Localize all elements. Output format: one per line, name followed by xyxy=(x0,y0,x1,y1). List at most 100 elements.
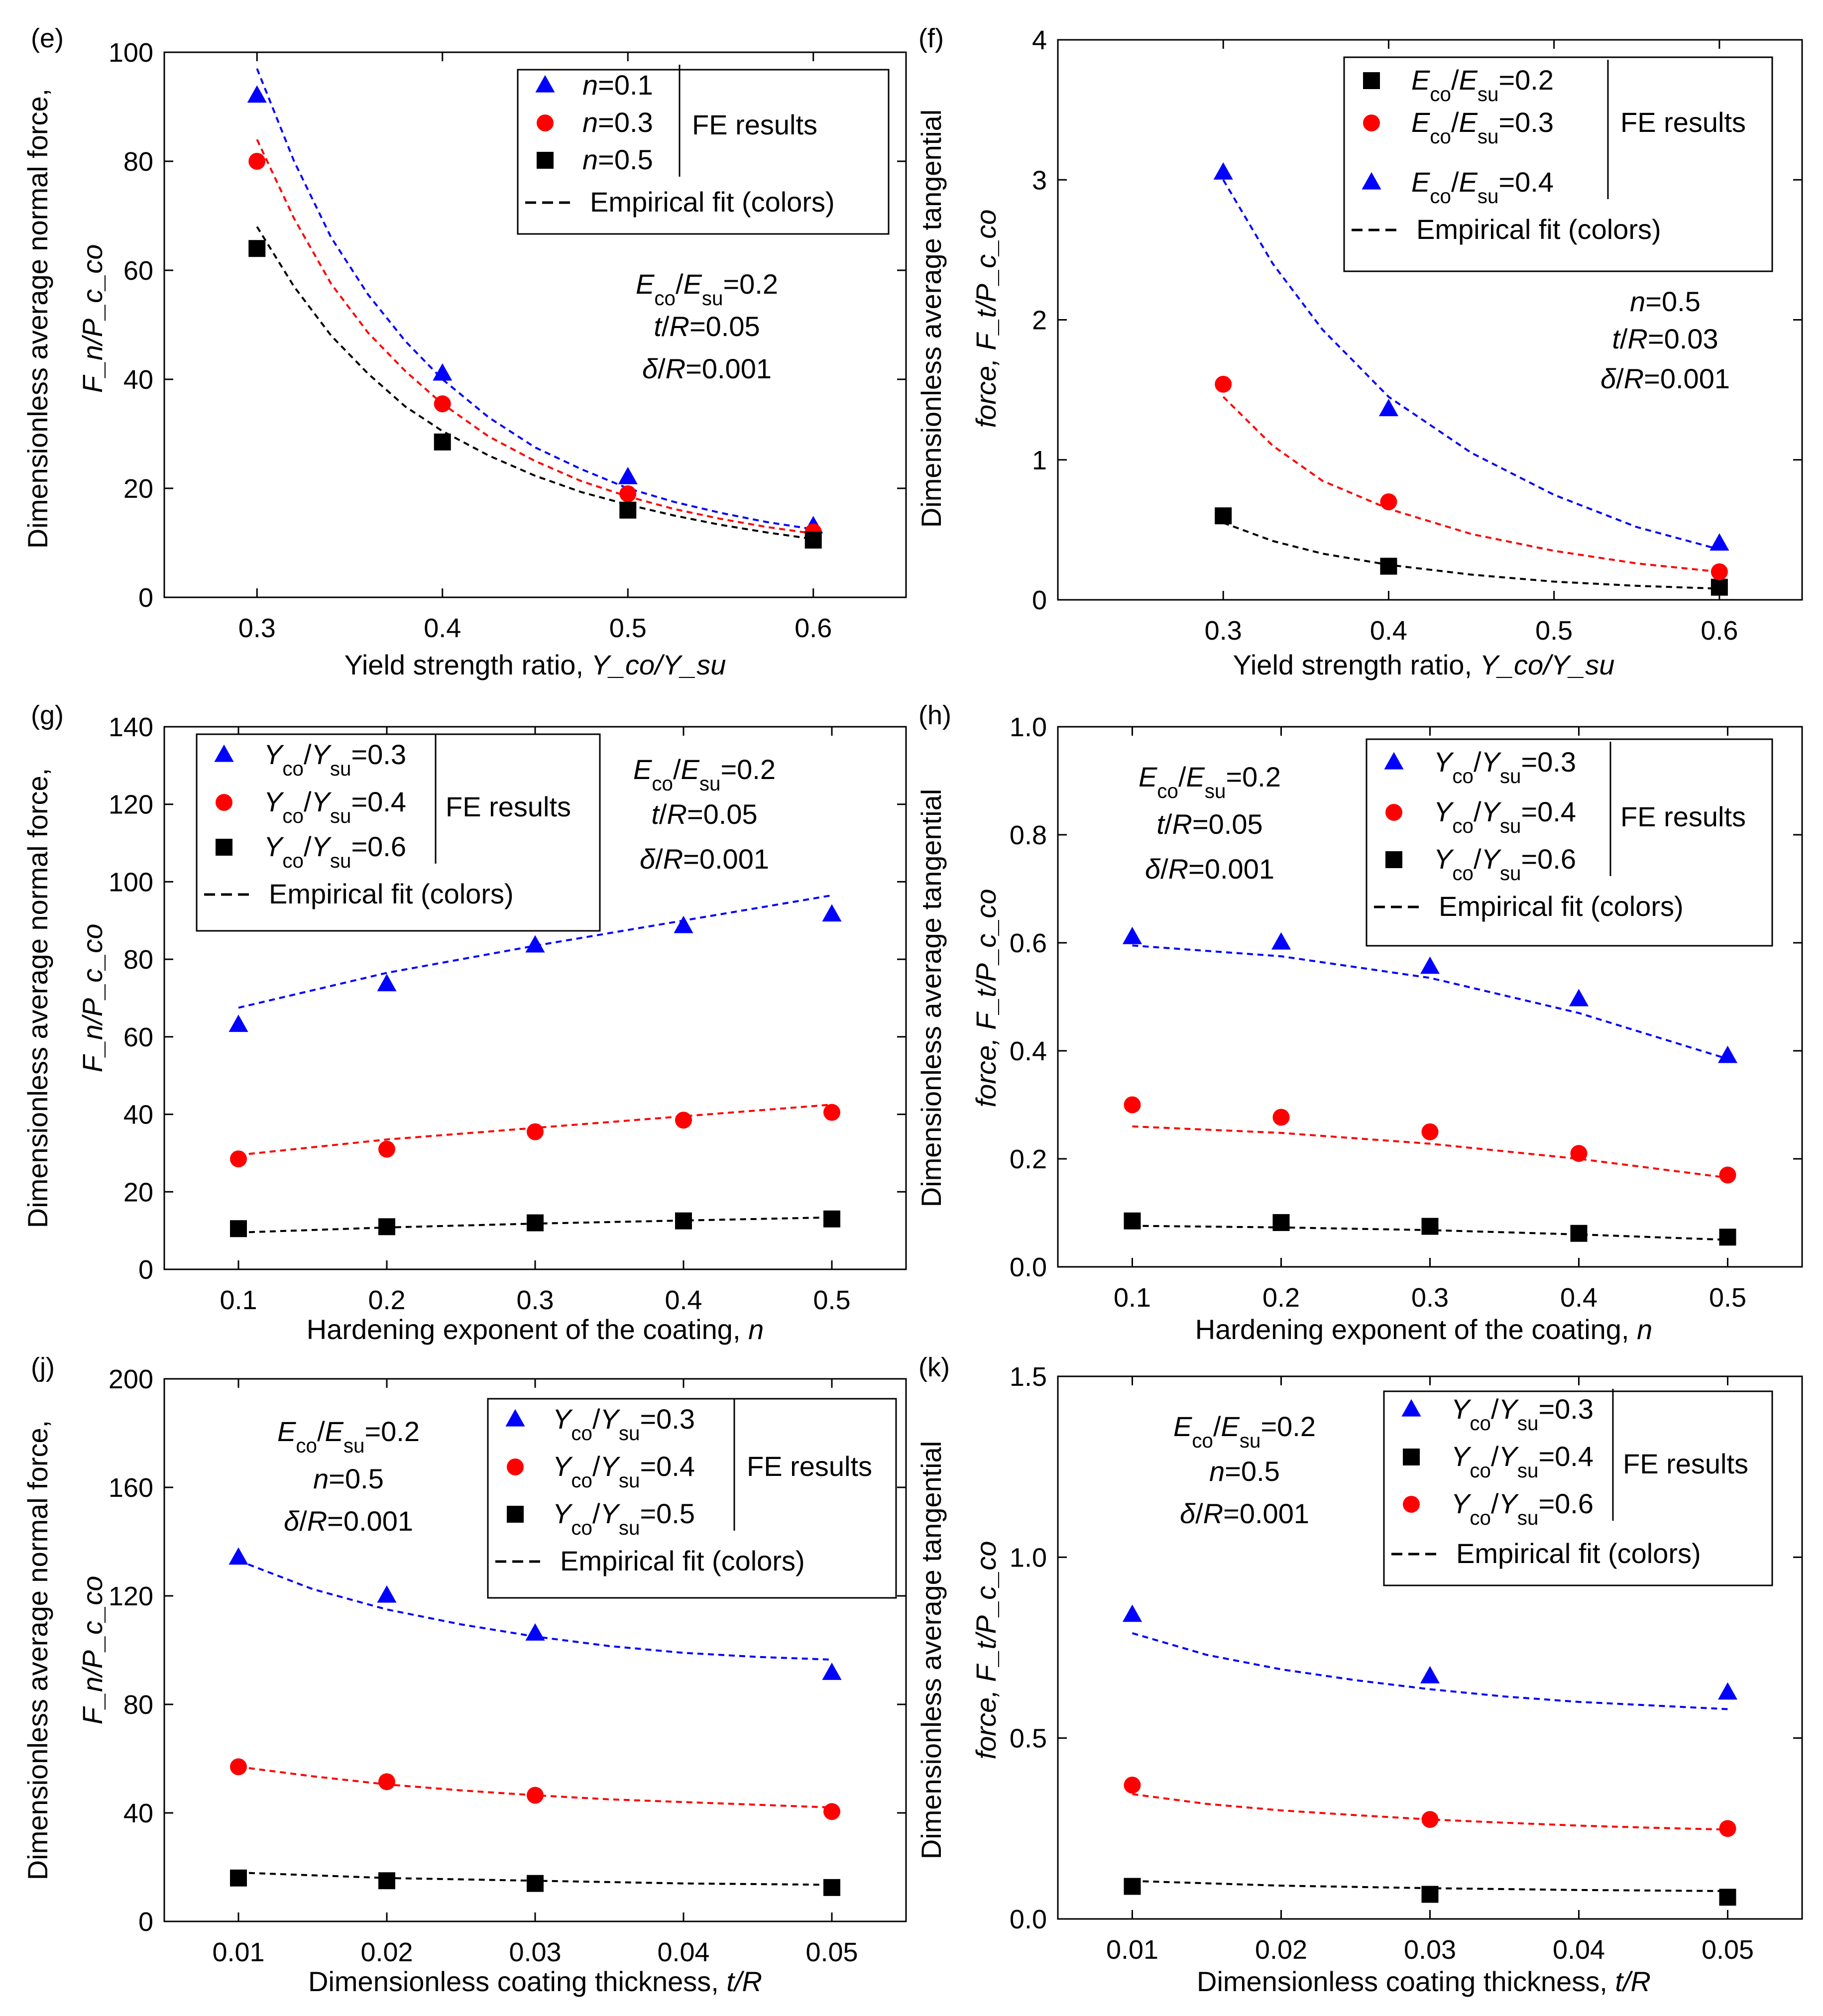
x-tick-label: 0.5 xyxy=(1709,1283,1746,1313)
x-tick-label: 0.1 xyxy=(1114,1283,1151,1313)
data-point xyxy=(1122,926,1142,944)
data-point xyxy=(1421,1123,1439,1140)
x-axis-label: Yield strength ratio, Y_co/Y_su xyxy=(344,649,726,680)
data-point xyxy=(378,1773,395,1791)
y-axis-label: Dimensionless average normal force, xyxy=(22,1420,53,1880)
data-point xyxy=(228,1014,248,1032)
x-tick-label: 0.4 xyxy=(665,1285,702,1315)
data-point xyxy=(527,1214,544,1232)
y-tick-label: 1.5 xyxy=(1010,1362,1047,1392)
legend: Yco/Ysu=0.3 Yco/Ysu=0.4 Yco/Ysu=0.5 FE resu… xyxy=(487,1398,897,1599)
y-tick-label: 0 xyxy=(138,1255,153,1285)
legend-fit-label: Empirical fit (colors) xyxy=(1456,1538,1701,1569)
fit-line xyxy=(1222,179,1720,551)
data-point xyxy=(1420,1666,1440,1683)
y-axis-label-math: F_n/P_c_co xyxy=(77,244,108,393)
chart-panel-k: (k) 0.01 0.02 0.03 0.04 0.05 0.0 0.5 1.0 1.5 Dimen… xyxy=(915,1352,1803,1997)
legend-fit-label: Empirical fit (colors) xyxy=(590,186,835,218)
x-axis-label-math: t/R xyxy=(726,1966,762,1997)
data-point xyxy=(1719,1820,1736,1837)
legend-entry: Yco/Ysu=0.4 xyxy=(264,786,406,827)
legend-marker xyxy=(537,152,554,169)
legend-marker xyxy=(216,839,232,856)
y-axis-label: Dimensionless average normal force, xyxy=(22,768,53,1228)
y-tick-label: 40 xyxy=(123,365,153,395)
x-tick-label: 0.6 xyxy=(795,613,832,643)
data-point xyxy=(434,433,451,450)
annotation: Eco/Esu=0.2 xyxy=(1173,1411,1316,1452)
x-tick-label: 0.6 xyxy=(1701,616,1738,646)
data-point xyxy=(378,1140,395,1158)
y-axis-label-math: F_n/P_c_co xyxy=(77,1576,108,1725)
panel-label: (j) xyxy=(31,1352,55,1382)
annotation: t/R=0.05 xyxy=(651,798,757,830)
y-tick-label: 0.0 xyxy=(1010,1904,1047,1934)
series-0 xyxy=(1122,1604,1738,1710)
annotation: δ/R=0.001 xyxy=(1145,853,1274,885)
legend-fit-label: Empirical fit (colors) xyxy=(269,878,514,909)
x-tick-label: 0.03 xyxy=(509,1937,561,1967)
data-point xyxy=(1378,399,1398,417)
annotation: Eco/Esu=0.2 xyxy=(633,754,776,795)
series-2 xyxy=(248,226,822,549)
legend-entry: Yco/Ysu=0.4 xyxy=(1451,1441,1594,1482)
annotation: δ/R=0.001 xyxy=(284,1505,413,1537)
y-axis-label: Dimensionless average normal force, xyxy=(22,89,53,549)
y-tick-label: 1 xyxy=(1032,446,1047,475)
data-point xyxy=(1124,1777,1141,1794)
chart-panel-h: (h) 0.1 0.2 0.3 0.4 0.5 0.0 0.2 0.4 0.6 0.8 1.0 Hard… xyxy=(915,700,1803,1345)
legend-group-label: FE results xyxy=(747,1451,872,1482)
x-axis-label-text: Dimensionless coating thickness, xyxy=(308,1966,726,1997)
y-tick-label: 1.0 xyxy=(1010,1543,1047,1572)
x-tick-label: 0.03 xyxy=(1404,1935,1456,1965)
legend-box xyxy=(1383,1390,1773,1586)
x-axis-label-math: n xyxy=(1637,1314,1652,1345)
data-point xyxy=(823,1104,840,1121)
y-tick-label: 160 xyxy=(109,1473,153,1503)
x-axis-label-math: n xyxy=(748,1314,764,1345)
legend-box xyxy=(487,1398,897,1599)
series-1 xyxy=(230,1758,840,1820)
y-tick-label: 140 xyxy=(109,712,153,742)
y-tick-label: 60 xyxy=(123,256,153,286)
x-axis-label: Hardening exponent of the coating, n xyxy=(307,1314,764,1345)
x-axis-label-text: Hardening exponent of the coating, xyxy=(1195,1314,1637,1345)
y-tick-label: 3 xyxy=(1032,165,1047,195)
panel-label: (k) xyxy=(918,1352,950,1382)
y-tick-label: 4 xyxy=(1032,25,1047,55)
annotation: δ/R=0.001 xyxy=(642,353,772,384)
data-point xyxy=(525,935,545,953)
legend-marker xyxy=(216,794,232,811)
legend-fit-label: Empirical fit (colors) xyxy=(560,1545,805,1576)
data-point xyxy=(1271,932,1291,950)
y-axis-label-math: force, F_t/P_c_co xyxy=(970,1541,1002,1760)
legend-marker xyxy=(507,1458,524,1475)
annotation: δ/R=0.001 xyxy=(1600,363,1730,394)
y-tick-label: 0.6 xyxy=(1010,928,1047,958)
y-tick-label: 120 xyxy=(109,1581,153,1611)
x-axis-label-math: Y_co/Y_su xyxy=(1480,649,1615,680)
x-tick-label: 0.5 xyxy=(1535,616,1573,646)
legend: n=0.1 n=0.3 n=0.5 FE results Empirical fit (… xyxy=(517,65,890,235)
y-tick-label: 100 xyxy=(109,867,153,897)
legend-marker xyxy=(1403,1496,1420,1513)
legend-entry: Yco/Ysu=0.3 xyxy=(1451,1393,1594,1435)
x-tick-label: 0.4 xyxy=(1560,1283,1597,1313)
data-point xyxy=(377,1585,397,1603)
chart-panel-e: (e) 0.3 0.4 0.5 0.6 0 20 40 60 80 100 Yield strengt… xyxy=(22,23,907,680)
y-axis-label-math: force, F_t/P_c_co xyxy=(970,889,1002,1108)
data-point xyxy=(822,1663,842,1680)
y-axis-label: Dimensionless average tangential xyxy=(915,110,947,528)
x-tick-label: 0.5 xyxy=(813,1285,850,1315)
x-tick-label: 0.4 xyxy=(1370,616,1407,646)
legend-box xyxy=(517,69,890,235)
x-tick-label: 0.01 xyxy=(1106,1935,1158,1965)
annotation: Eco/Esu=0.2 xyxy=(1139,761,1281,802)
legend-marker xyxy=(1385,804,1402,821)
fit-line xyxy=(1132,1125,1728,1179)
data-point xyxy=(1570,1225,1588,1242)
fit-line xyxy=(1132,1632,1728,1710)
x-tick-label: 0.4 xyxy=(424,613,461,643)
annotation: n=0.5 xyxy=(1630,286,1701,317)
